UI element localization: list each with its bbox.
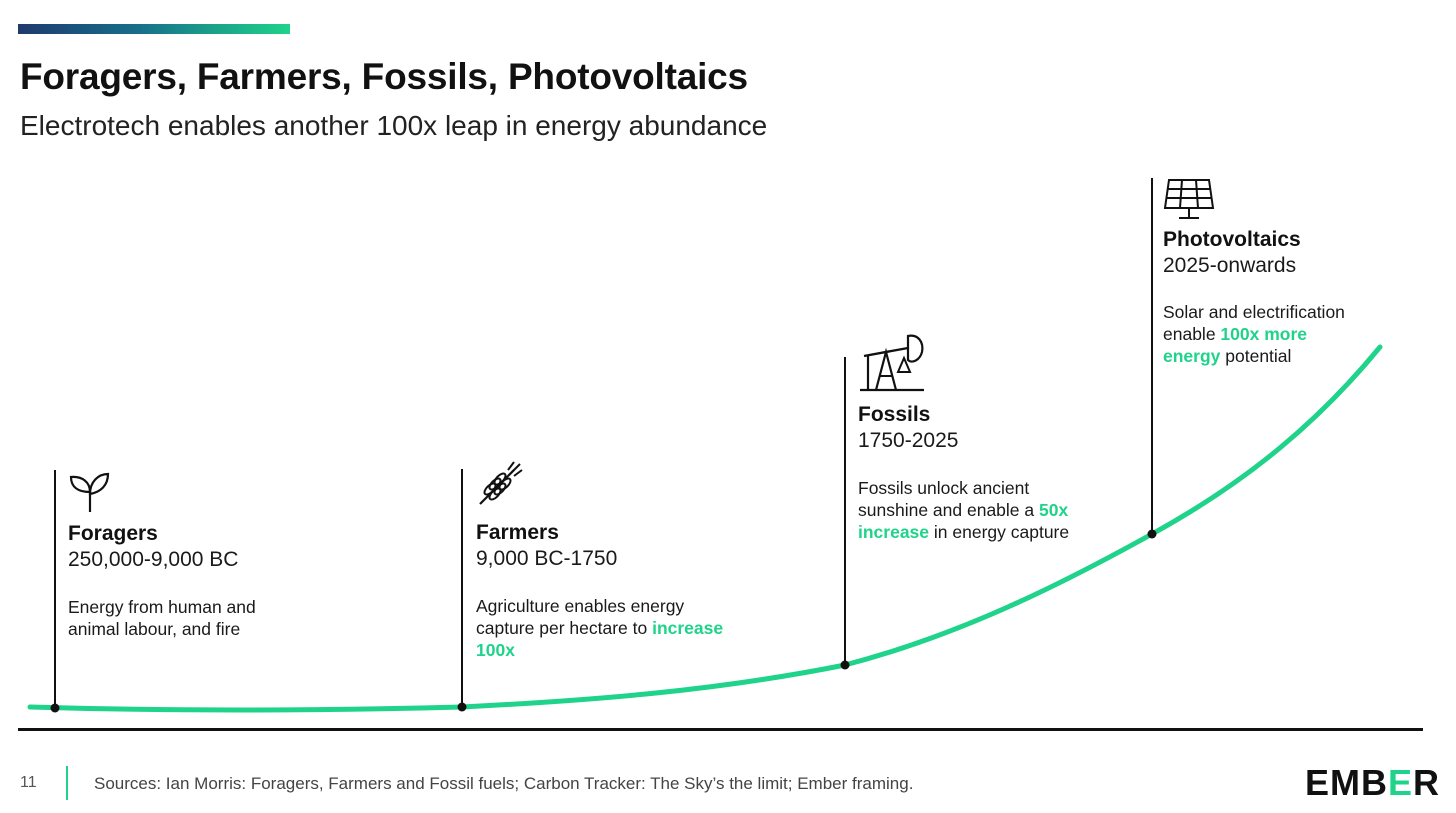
marker-dot-photovoltaics bbox=[1147, 529, 1157, 539]
baseline-rule bbox=[18, 728, 1423, 731]
marker-dot-foragers bbox=[50, 703, 60, 713]
era-description: Fossils unlock ancient sunshine and enab… bbox=[858, 478, 1070, 542]
growth-curve bbox=[27, 344, 1383, 713]
oil-pump-icon bbox=[860, 334, 924, 392]
page-number: 11 bbox=[20, 774, 37, 791]
era-name: Fossils bbox=[858, 403, 931, 426]
era-photovoltaics: Photovoltaics 2025-onwards Solar and ele… bbox=[1163, 178, 1383, 398]
sources-note: Sources: Ian Morris: Foragers, Farmers a… bbox=[94, 774, 914, 793]
solar-panel-icon bbox=[1163, 179, 1215, 219]
page-title: Foragers, Farmers, Fossils, Photovoltaic… bbox=[20, 56, 748, 97]
era-name: Foragers bbox=[68, 522, 158, 545]
marker-dot-farmers bbox=[457, 702, 467, 712]
era-name: Photovoltaics bbox=[1163, 228, 1301, 251]
era-period: 2025-onwards bbox=[1163, 254, 1297, 277]
era-name: Farmers bbox=[476, 521, 559, 544]
accent-bar bbox=[18, 24, 290, 34]
sprout-icon bbox=[69, 472, 110, 512]
wheat-icon bbox=[479, 461, 523, 505]
era-foragers: Foragers 250,000-9,000 BC Energy from hu… bbox=[68, 470, 328, 670]
era-period: 9,000 BC-1750 bbox=[476, 547, 618, 570]
era-description: Energy from human and animal labour, and… bbox=[68, 597, 256, 639]
era-description: Agriculture enables energy capture per h… bbox=[476, 596, 724, 660]
era-period: 1750-2025 bbox=[858, 429, 959, 452]
footer-separator bbox=[66, 766, 68, 800]
era-period: 250,000-9,000 BC bbox=[68, 548, 239, 571]
ember-logo: EMBER bbox=[1305, 762, 1441, 803]
page-subtitle: Electrotech enables another 100x leap in… bbox=[20, 110, 768, 141]
era-description: Solar and electrification enable 100x mo… bbox=[1163, 302, 1345, 366]
era-farmers: Farmers 9,000 BC-1750 Agriculture enable… bbox=[476, 460, 746, 670]
era-fossils: Fossils 1750-2025 Fossils unlock ancient… bbox=[858, 332, 1098, 572]
marker-dot-fossils bbox=[840, 660, 850, 670]
